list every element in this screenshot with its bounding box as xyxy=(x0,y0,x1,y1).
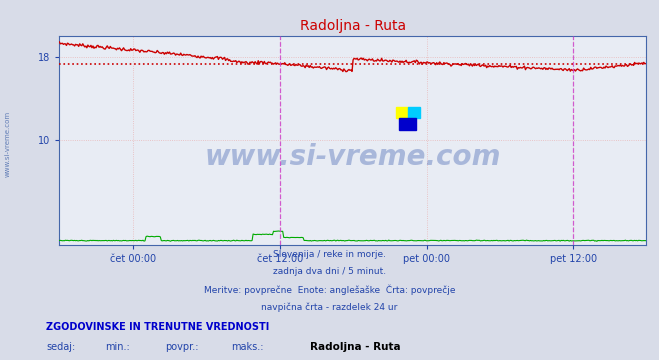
Text: Slovenija / reke in morje.: Slovenija / reke in morje. xyxy=(273,250,386,259)
Text: maks.:: maks.: xyxy=(231,342,263,352)
Text: Radoljna - Ruta: Radoljna - Ruta xyxy=(310,342,401,352)
Text: navpična črta - razdelek 24 ur: navpična črta - razdelek 24 ur xyxy=(262,302,397,311)
Text: zadnja dva dni / 5 minut.: zadnja dva dni / 5 minut. xyxy=(273,267,386,276)
Bar xyxy=(408,107,420,118)
Text: ZGODOVINSKE IN TRENUTNE VREDNOSTI: ZGODOVINSKE IN TRENUTNE VREDNOSTI xyxy=(46,322,270,332)
Text: www.si-vreme.com: www.si-vreme.com xyxy=(5,111,11,177)
Text: povpr.:: povpr.: xyxy=(165,342,198,352)
Bar xyxy=(396,107,408,118)
Bar xyxy=(399,118,416,130)
Text: min.:: min.: xyxy=(105,342,130,352)
Title: Radoljna - Ruta: Radoljna - Ruta xyxy=(299,19,406,33)
Text: sedaj:: sedaj: xyxy=(46,342,75,352)
Text: www.si-vreme.com: www.si-vreme.com xyxy=(204,143,501,171)
Text: Meritve: povprečne  Enote: anglešaške  Črta: povprečje: Meritve: povprečne Enote: anglešaške Črt… xyxy=(204,285,455,295)
